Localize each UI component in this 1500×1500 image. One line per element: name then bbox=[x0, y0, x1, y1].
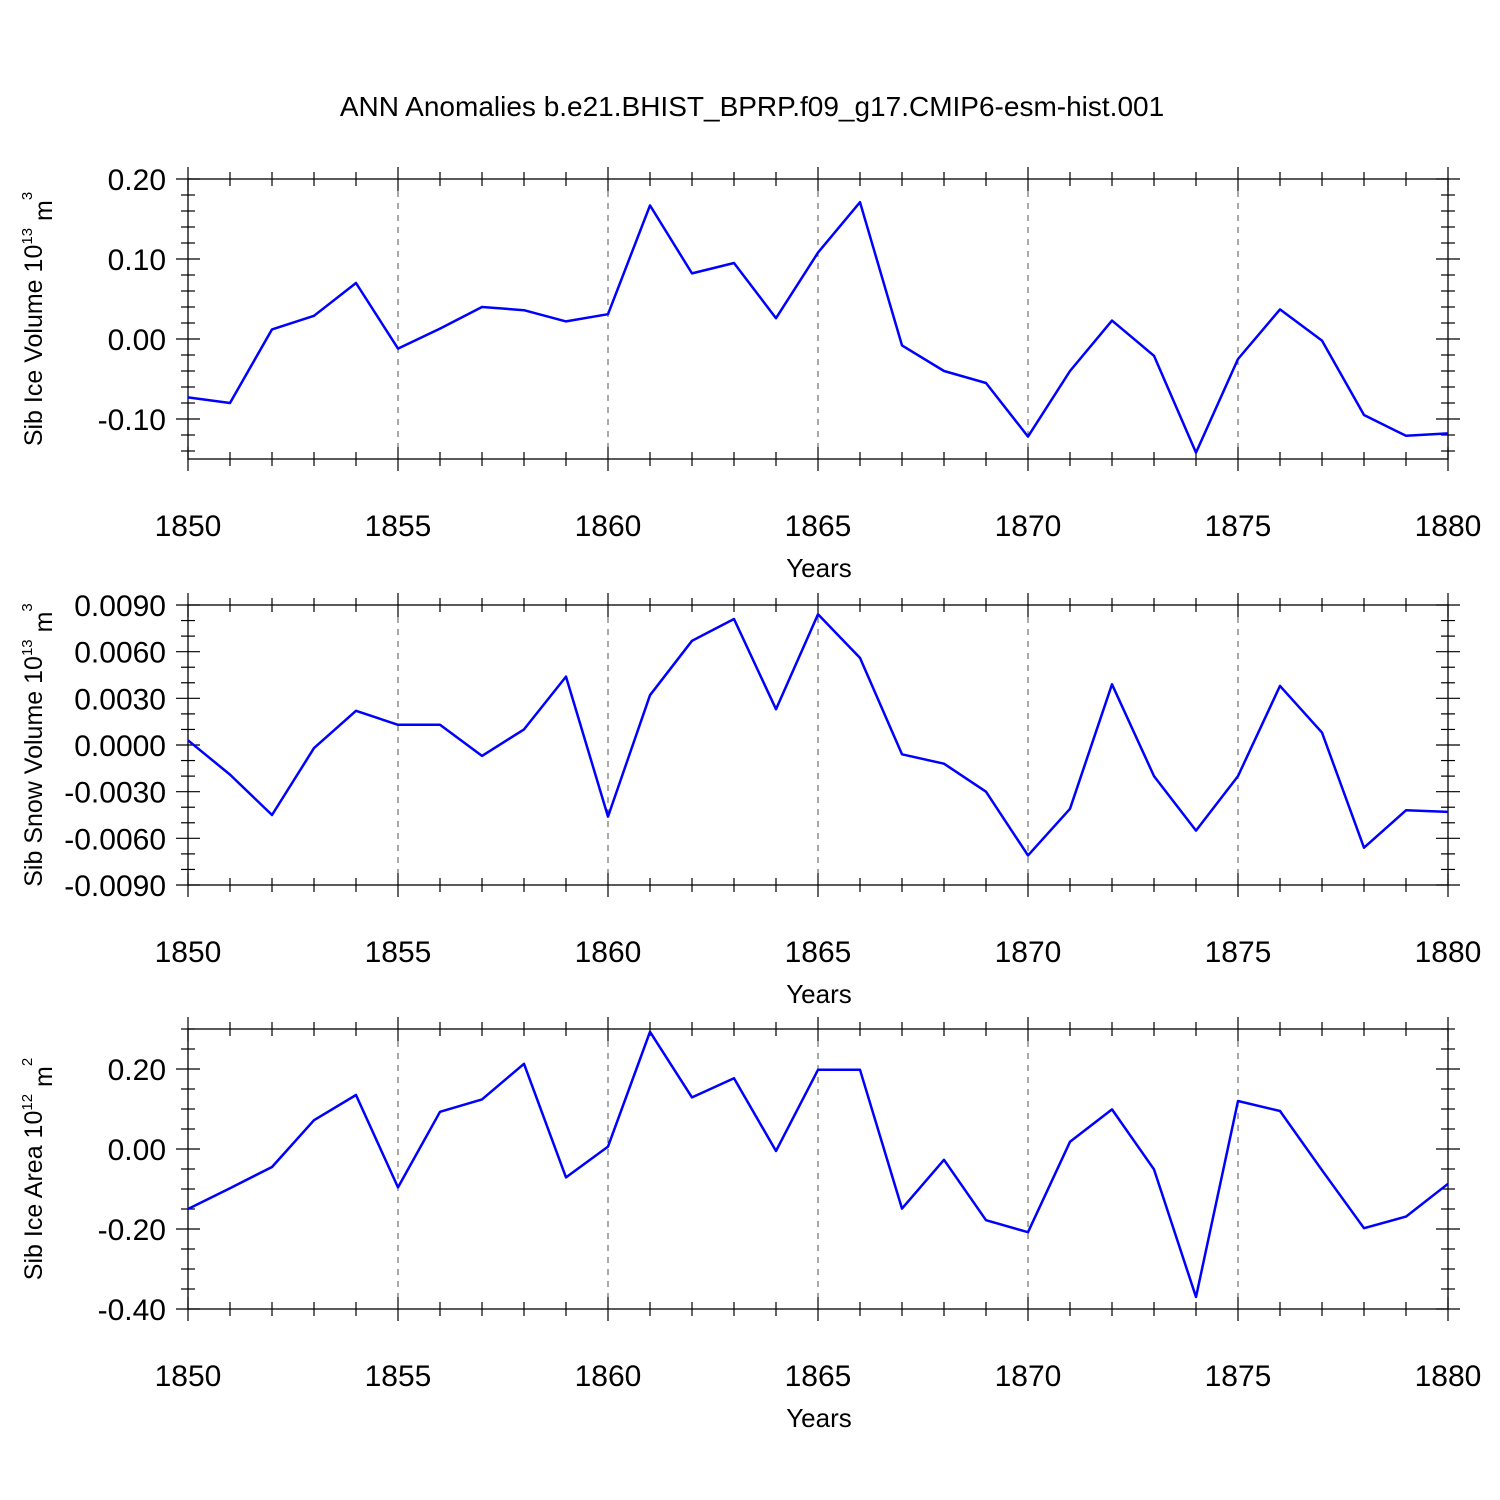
y-axis-label-ylabel: Sib Ice Area bbox=[20, 1145, 48, 1280]
x-tick-label: 1880 bbox=[1415, 1360, 1482, 1393]
y-axis-label-ylabel-unit-tail: m bbox=[30, 612, 58, 640]
x-tick-label: 1850 bbox=[155, 1360, 222, 1393]
y-axis-label-ylabel: Sib Ice Volume bbox=[20, 279, 48, 446]
x-ticks bbox=[187, 167, 1449, 471]
series-line bbox=[187, 200, 1449, 454]
y-ticks bbox=[176, 1028, 1460, 1310]
y-axis-label-space bbox=[20, 1138, 48, 1145]
x-tick-label: 1875 bbox=[1205, 936, 1272, 969]
x-tick-label: 1860 bbox=[575, 936, 642, 969]
y-tick-label: 0.00 bbox=[108, 1134, 166, 1167]
y-axis-label-ylabel-unit-tail: m bbox=[30, 200, 58, 228]
panel-1: 1850 1855 1860 1865 1870 1875 1880 -0.10 0.00 0.1… bbox=[19, 164, 1481, 583]
y-tick-label: -0.0060 bbox=[64, 823, 166, 856]
y-tick-label: -0.40 bbox=[98, 1294, 166, 1327]
x-axis-label: Years bbox=[786, 979, 852, 1009]
x-tick-label: 1860 bbox=[575, 510, 642, 543]
y-ticks bbox=[176, 604, 1460, 886]
y-axis-label-space bbox=[20, 272, 48, 279]
y-axis-label-ylabel-unit-exp: 12 bbox=[19, 1094, 36, 1111]
x-tick-label: 1850 bbox=[155, 936, 222, 969]
y-tick-label: -0.0030 bbox=[64, 777, 166, 810]
x-ticks bbox=[187, 1017, 1449, 1321]
series-line bbox=[187, 613, 1449, 857]
x-tick-label: 1875 bbox=[1205, 510, 1272, 543]
y-tick-label: 0.20 bbox=[108, 164, 166, 197]
x-tick-label: 1855 bbox=[365, 1360, 432, 1393]
y-axis-label-ylabel-unit-base: 10 bbox=[20, 245, 48, 273]
y-axis-label-space bbox=[20, 684, 48, 691]
x-tick-label: 1870 bbox=[995, 1360, 1062, 1393]
y-axis-label-ylabel-unit-tail-exp: 2 bbox=[19, 1058, 36, 1066]
y-tick-label: -0.10 bbox=[98, 404, 166, 437]
x-tick-label: 1865 bbox=[785, 936, 852, 969]
series-line bbox=[187, 1030, 1449, 1299]
x-tick-label: 1875 bbox=[1205, 1360, 1272, 1393]
y-tick-label: 0.0000 bbox=[74, 730, 166, 763]
panel-2: 1850 1855 1860 1865 1870 1875 1880 -0.0090 -0.00… bbox=[19, 590, 1481, 1009]
y-tick-label: 0.0090 bbox=[74, 590, 166, 623]
x-tick-label: 1865 bbox=[785, 510, 852, 543]
y-axis-label-ylabel-unit-tail-exp: 3 bbox=[19, 192, 36, 200]
y-axis-label: Sib Ice Volume 1013 m3 bbox=[19, 192, 58, 446]
panel-3: 1850 1855 1860 1865 1870 1875 1880 -0.40 -0.20 0.… bbox=[19, 1017, 1481, 1433]
y-axis-label: Sib Ice Area 1012 m2 bbox=[19, 1058, 58, 1280]
y-ticks bbox=[176, 178, 1460, 452]
y-axis-label-ylabel-unit-exp: 13 bbox=[19, 228, 36, 245]
y-tick-label: 0.0030 bbox=[74, 683, 166, 716]
y-tick-label: 0.0060 bbox=[74, 637, 166, 670]
y-tick-label: 0.00 bbox=[108, 324, 166, 357]
y-axis-label-ylabel: Sib Snow Volume bbox=[20, 691, 48, 887]
y-axis-label: Sib Snow Volume 1013 m3 bbox=[19, 603, 58, 887]
x-axis-label: Years bbox=[786, 553, 852, 583]
x-tick-label: 1855 bbox=[365, 510, 432, 543]
y-axis-label-ylabel-unit-base: 10 bbox=[20, 1111, 48, 1139]
y-axis-label-ylabel-unit-tail: m bbox=[30, 1066, 58, 1094]
x-tick-label: 1870 bbox=[995, 510, 1062, 543]
x-tick-label: 1855 bbox=[365, 936, 432, 969]
y-tick-label: -0.0090 bbox=[64, 870, 166, 903]
y-axis-label-ylabel-unit-tail-exp: 3 bbox=[19, 603, 36, 611]
y-tick-label: 0.10 bbox=[108, 244, 166, 277]
y-axis-label-ylabel-unit-exp: 13 bbox=[19, 639, 36, 656]
x-tick-label: 1850 bbox=[155, 510, 222, 543]
y-tick-label: 0.20 bbox=[108, 1054, 166, 1087]
y-axis-label-ylabel-unit-base: 10 bbox=[20, 656, 48, 684]
y-tick-label: -0.20 bbox=[98, 1214, 166, 1247]
x-tick-label: 1880 bbox=[1415, 510, 1482, 543]
figure-title: ANN Anomalies b.e21.BHIST_BPRP.f09_g17.C… bbox=[340, 91, 1164, 122]
x-tick-label: 1860 bbox=[575, 1360, 642, 1393]
x-axis-label: Years bbox=[786, 1403, 852, 1433]
x-tick-label: 1880 bbox=[1415, 936, 1482, 969]
x-tick-label: 1865 bbox=[785, 1360, 852, 1393]
x-tick-label: 1870 bbox=[995, 936, 1062, 969]
panels: 1850 1855 1860 1865 1870 1875 1880 -0.10 0.00 0.1… bbox=[19, 164, 1481, 1433]
